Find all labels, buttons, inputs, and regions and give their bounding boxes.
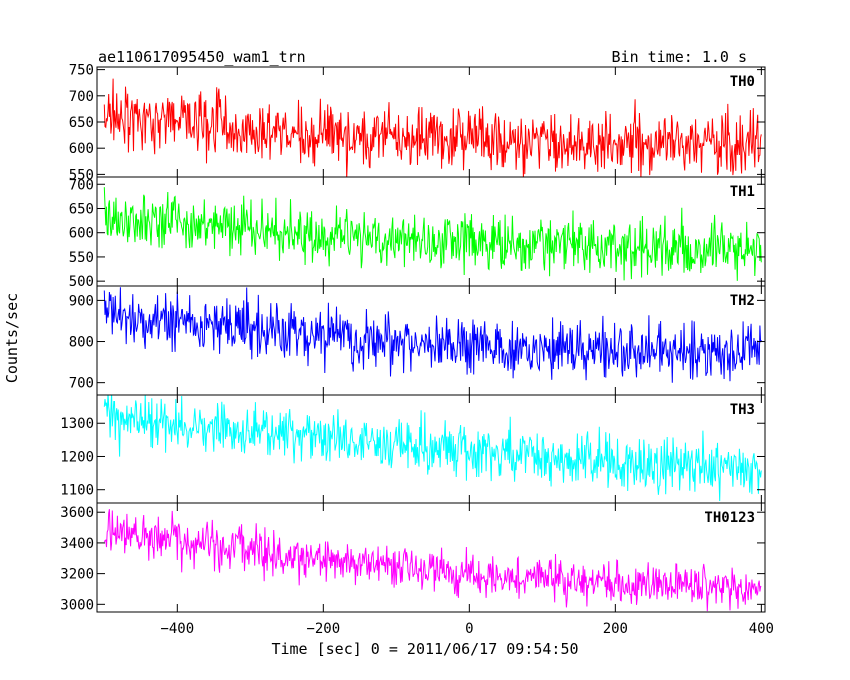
- x-tick-labels: −400 −200 0 200 400: [160, 621, 774, 637]
- x-tick-label: 200: [603, 621, 628, 637]
- y-tick-label: 550: [69, 167, 94, 183]
- y-tick-label: 1300: [60, 416, 94, 432]
- y-tick-label: 600: [69, 226, 94, 242]
- y-tick-label: 750: [69, 63, 94, 79]
- series-line-th1: [103, 187, 762, 281]
- x-tick-label: −200: [306, 621, 340, 637]
- x-tick-label: 400: [749, 621, 774, 637]
- y-tick-label: 500: [69, 274, 94, 290]
- y-tick-label: 800: [69, 335, 94, 351]
- panel-label-th0123: TH0123: [704, 510, 755, 526]
- panel-label-th0: TH0: [730, 74, 755, 90]
- y-tick-label: 700: [69, 89, 94, 105]
- panels-group: 550 600 650 700 750 TH0 500 550 600 650 700 TH1 700 8…: [60, 63, 766, 613]
- x-axis-label: Time [sec] 0 = 2011/06/17 09:54:50: [271, 640, 578, 658]
- y-tick-label: 700: [69, 376, 94, 392]
- series-line-th2: [103, 287, 762, 383]
- y-axis-label: Counts/sec: [3, 293, 21, 383]
- y-tick-label: 3400: [60, 536, 94, 552]
- y-tick-label: 700: [69, 177, 94, 193]
- x-tick-label: −400: [160, 621, 194, 637]
- y-tick-label: 3600: [60, 505, 94, 521]
- y-tick-label: 3000: [60, 597, 94, 613]
- panel-frame: [96, 502, 766, 613]
- series-line-th0: [103, 78, 762, 177]
- x-tick-label: 0: [465, 621, 473, 637]
- bin-time-label: Bin time: 1.0 s: [612, 48, 747, 66]
- series-line-th3: [103, 395, 762, 502]
- y-tick-label: 1100: [60, 483, 94, 499]
- series-line-th0123: [103, 509, 762, 612]
- y-tick-label: 1200: [60, 449, 94, 465]
- y-tick-label: 550: [69, 250, 94, 266]
- y-tick-label: 900: [69, 293, 94, 309]
- y-tick-label: 3200: [60, 567, 94, 583]
- y-tick-label: 600: [69, 141, 94, 157]
- panel-label-th1: TH1: [730, 184, 755, 200]
- panel-label-th2: TH2: [730, 293, 755, 309]
- chart-title: ae110617095450_wam1_trn: [98, 48, 306, 66]
- y-tick-label: 650: [69, 115, 94, 131]
- panel-label-th3: TH3: [730, 402, 755, 418]
- y-tick-label: 650: [69, 201, 94, 217]
